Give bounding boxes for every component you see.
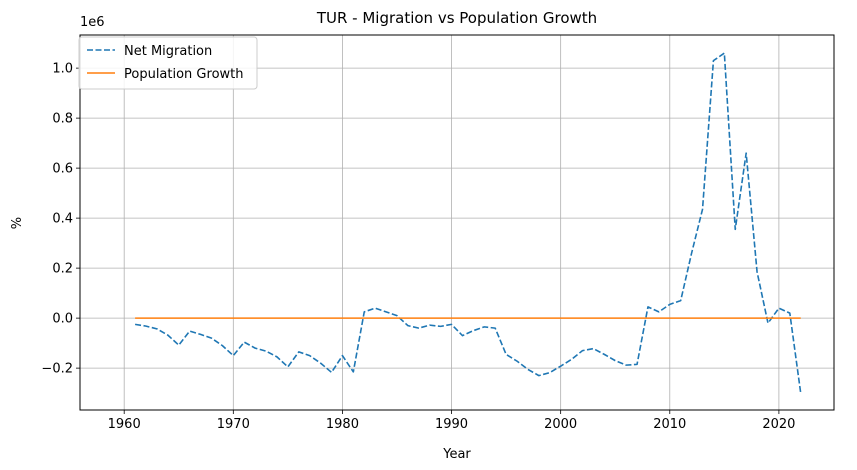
axis-ticks: 1960 1970 1980 1990 2000 2010 2020 −0.2 0.0 0.2 0.… bbox=[41, 62, 795, 432]
y-offset-text: 1e6 bbox=[80, 15, 105, 30]
x-tick-label: 1960 bbox=[108, 417, 141, 432]
y-tick-label: 0.8 bbox=[52, 112, 73, 127]
legend-box bbox=[78, 36, 258, 90]
y-tick-label: 0.2 bbox=[52, 262, 73, 277]
x-tick-label: 1990 bbox=[435, 417, 468, 432]
plot-area-frame bbox=[79, 34, 835, 411]
legend: Net Migration Population Growth bbox=[78, 36, 258, 90]
legend-label-population-growth: Population Growth bbox=[124, 67, 244, 82]
y-tick-label: 0.4 bbox=[52, 212, 73, 227]
x-tick-label: 1970 bbox=[217, 417, 250, 432]
x-tick-label: 2000 bbox=[544, 417, 577, 432]
x-tick-label: 2020 bbox=[762, 417, 795, 432]
y-tick-label: 0.6 bbox=[52, 162, 73, 177]
y-tick-label: −0.2 bbox=[41, 362, 73, 377]
y-tick-label: 1.0 bbox=[52, 62, 73, 77]
x-tick-label: 2010 bbox=[653, 417, 686, 432]
plot-series bbox=[134, 52, 802, 394]
y-tick-label: 0.0 bbox=[52, 312, 73, 327]
x-axis-label: Year bbox=[442, 447, 471, 462]
legend-label-net-migration: Net Migration bbox=[124, 44, 212, 59]
y-axis-label: % bbox=[10, 217, 25, 229]
series-line-net-migration bbox=[134, 52, 802, 394]
chart-title: TUR - Migration vs Population Growth bbox=[316, 9, 597, 27]
x-tick-label: 1980 bbox=[326, 417, 359, 432]
